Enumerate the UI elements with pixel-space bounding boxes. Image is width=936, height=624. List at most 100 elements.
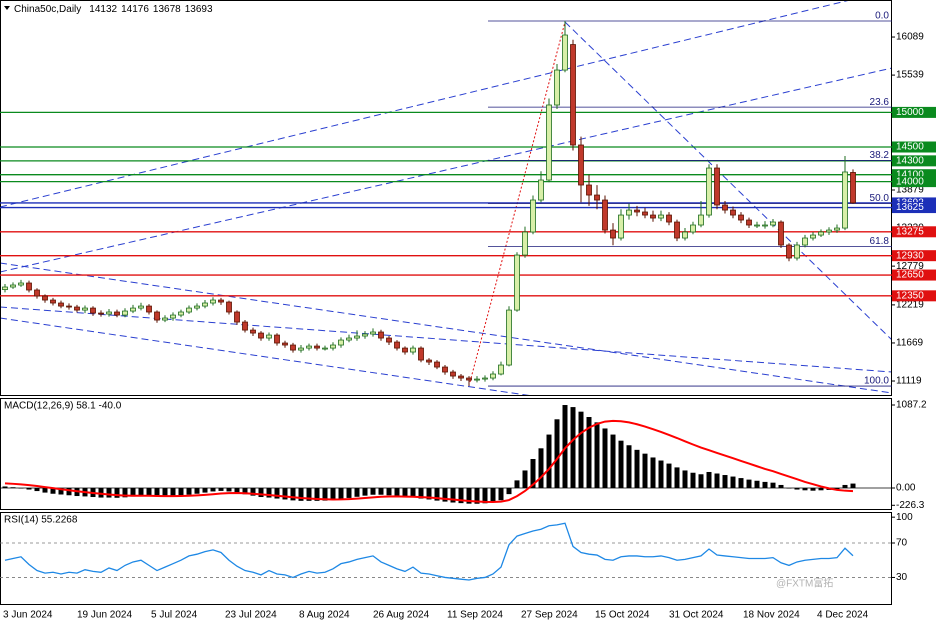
header-open: 14132: [89, 4, 117, 15]
candle-body: [546, 104, 552, 181]
candle-body: [634, 209, 640, 213]
macd-bar: [66, 488, 72, 496]
level-label: 12350: [896, 290, 924, 301]
candle-body: [554, 69, 560, 106]
macd-bar: [706, 471, 712, 489]
macd-bar: [298, 488, 304, 501]
level-label-box: [892, 202, 936, 214]
macd-bar: [538, 448, 544, 489]
candle-body: [658, 214, 664, 219]
level-label: 13625: [896, 202, 924, 213]
macd-bar: [210, 488, 216, 492]
macd-bar: [354, 488, 360, 497]
candle-body: [226, 301, 232, 313]
candle-body: [106, 311, 112, 315]
macd-bar: [50, 488, 56, 494]
level-label-box: [892, 106, 936, 118]
macd-bar: [626, 445, 632, 489]
macd-bar: [850, 483, 856, 489]
chart-title: China50c,Daily: [14, 4, 81, 15]
candle-body: [602, 199, 608, 231]
level-label-box: [892, 226, 936, 238]
candle-body: [186, 307, 192, 313]
candle-body: [242, 321, 248, 331]
candle-body: [194, 305, 200, 309]
macd-bar: [498, 488, 504, 501]
candle-body: [754, 224, 760, 227]
candle-body: [674, 221, 680, 239]
macd-bar: [114, 488, 120, 498]
macd-bar: [522, 470, 528, 489]
candle-body: [154, 311, 160, 321]
candle-body: [114, 311, 120, 316]
x-tick-label: 11 Sep 2024: [447, 610, 503, 621]
macd-bar: [418, 488, 424, 499]
y-tick-label: 0.00: [896, 483, 916, 494]
trend-lines: [0, 0, 892, 395]
fib-label: 38.2: [870, 150, 890, 161]
macd-bar: [738, 478, 744, 489]
candle-body: [50, 299, 56, 304]
macd-bar: [562, 405, 568, 489]
macd-bar: [26, 488, 32, 490]
candle-body: [434, 361, 440, 368]
candle-body: [498, 364, 504, 375]
macd-bar: [514, 480, 520, 489]
macd-bar: [378, 488, 384, 495]
macd-bar: [394, 488, 400, 497]
candle-body: [178, 311, 184, 316]
candle-body: [650, 214, 656, 219]
macd-bar: [674, 467, 680, 489]
level-label: 13275: [896, 226, 924, 237]
macd-bar: [722, 475, 728, 489]
macd-bar: [338, 488, 344, 500]
candle-body: [698, 214, 704, 226]
macd-bar: [58, 488, 64, 495]
candle-body: [522, 231, 528, 256]
macd-bar: [810, 488, 816, 491]
macd-bar: [410, 488, 416, 498]
macd-bar: [482, 488, 488, 504]
macd-bar: [458, 488, 464, 504]
macd-bar: [306, 488, 312, 501]
y-tick-label: 70: [896, 538, 908, 549]
candle-body: [290, 344, 296, 351]
macd-bar: [130, 488, 136, 497]
x-tick-label: 26 Aug 2024: [373, 610, 430, 621]
macd-bar: [170, 488, 176, 497]
y-tick-label: 100: [896, 512, 913, 523]
candle-body: [306, 345, 312, 349]
macd-bar: [154, 488, 160, 497]
panel-title: RSI(14) 55.2268: [4, 515, 78, 526]
level-label-box: [892, 155, 936, 167]
candle-body: [2, 286, 8, 290]
candle-body: [570, 44, 576, 146]
candle-body: [842, 171, 848, 229]
macd-bar: [346, 488, 352, 498]
candle-body: [450, 371, 456, 377]
candle-body: [274, 334, 280, 344]
candle-body: [538, 179, 544, 201]
macd-bar: [650, 457, 656, 489]
candle-body: [98, 312, 104, 315]
candle-body: [818, 231, 824, 236]
macd-bar: [362, 488, 368, 496]
macd-bar: [770, 482, 776, 489]
macd-bar: [618, 440, 624, 489]
macd-bar: [434, 488, 440, 501]
macd-bar: [642, 453, 648, 489]
macd-bar: [146, 488, 152, 496]
candle-body: [466, 377, 472, 381]
candle-body: [386, 337, 392, 343]
candle-body: [682, 231, 688, 239]
level-label-box: [892, 269, 936, 281]
macd-bar: [386, 488, 392, 496]
y-tick-label: 11119: [896, 376, 922, 387]
candle-body: [794, 244, 800, 259]
macd-bar: [266, 488, 272, 498]
macd-bar: [290, 488, 296, 501]
candle-body: [346, 337, 352, 341]
level-label-box: [892, 290, 936, 302]
macd-bar: [682, 470, 688, 489]
macd-bar: [586, 417, 592, 489]
